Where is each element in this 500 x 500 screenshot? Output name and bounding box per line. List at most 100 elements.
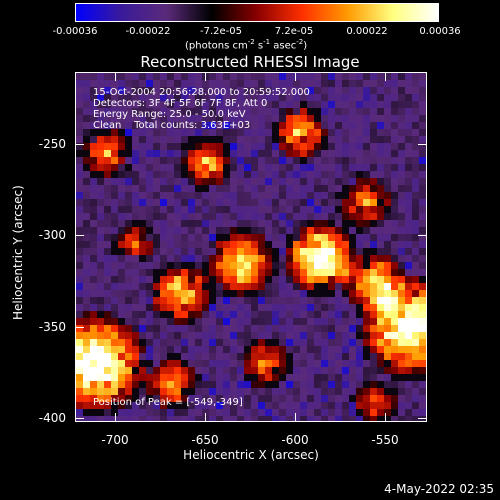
heatmap-cell	[370, 185, 378, 193]
heatmap-cell	[419, 360, 426, 368]
heatmap-cell	[230, 164, 238, 172]
y-tick-mark	[76, 144, 84, 145]
heatmap-cell	[272, 360, 280, 368]
heatmap-cell	[335, 325, 343, 333]
heatmap-cell	[384, 129, 392, 137]
heatmap-cell	[398, 304, 406, 312]
heatmap-cell	[398, 360, 406, 368]
heatmap-cell	[251, 192, 259, 200]
heatmap-cell	[321, 101, 329, 109]
heatmap-cell	[279, 262, 287, 270]
heatmap-cell	[223, 234, 231, 242]
heatmap-cell	[181, 311, 189, 319]
heatmap-cell	[342, 164, 350, 172]
heatmap-cell	[209, 122, 217, 130]
heatmap-cell	[223, 304, 231, 312]
heatmap-cell	[398, 206, 406, 214]
heatmap-cell	[328, 108, 336, 116]
heatmap-cell	[377, 248, 385, 256]
heatmap-cell	[223, 311, 231, 319]
heatmap-cell	[83, 73, 91, 81]
heatmap-cell	[188, 136, 196, 144]
heatmap-cell	[335, 87, 343, 95]
heatmap-cell	[279, 234, 287, 242]
heatmap-cell	[279, 374, 287, 382]
heatmap-cell	[181, 255, 189, 263]
heatmap-cell	[153, 206, 161, 214]
heatmap-cell	[139, 241, 147, 249]
heatmap-cell	[181, 143, 189, 151]
heatmap-cell	[405, 122, 413, 130]
heatmap-cell	[405, 192, 413, 200]
heatmap-cell	[265, 206, 273, 214]
heatmap-cell	[167, 388, 175, 396]
heatmap-cell	[76, 346, 84, 354]
heatmap-cell	[188, 122, 196, 130]
heatmap-cell	[314, 409, 322, 417]
heatmap-cell	[202, 325, 210, 333]
heatmap-cell	[209, 87, 217, 95]
heatmap-cell	[265, 143, 273, 151]
heatmap-cell	[314, 129, 322, 137]
heatmap-cell	[251, 199, 259, 207]
heatmap-cell	[202, 136, 210, 144]
heatmap-cell	[209, 241, 217, 249]
heatmap-cell	[97, 192, 105, 200]
heatmap-cell	[76, 381, 84, 389]
heatmap-cell	[272, 178, 280, 186]
heatmap-cell	[195, 283, 203, 291]
heatmap-cell	[286, 283, 294, 291]
heatmap-cell	[356, 395, 364, 403]
heatmap-cell	[104, 234, 112, 242]
heatmap-cell	[300, 73, 308, 81]
heatmap-cell	[153, 213, 161, 221]
heatmap-cell	[391, 255, 399, 263]
colorbar-tick-label: -0.00036	[52, 26, 98, 37]
heatmap-cell	[90, 73, 98, 81]
heatmap-cell	[377, 255, 385, 263]
heatmap-cell	[279, 241, 287, 249]
heatmap-cell	[321, 122, 329, 130]
heatmap-cell	[321, 276, 329, 284]
heatmap-cell	[139, 234, 147, 242]
heatmap-cell	[174, 206, 182, 214]
heatmap-cell	[321, 115, 329, 123]
heatmap-cell	[216, 185, 224, 193]
heatmap-cell	[307, 360, 315, 368]
heatmap-cell	[307, 332, 315, 340]
heatmap-cell	[237, 353, 245, 361]
heatmap-cell	[391, 206, 399, 214]
heatmap-cell	[223, 108, 231, 116]
heatmap-cell	[419, 402, 426, 410]
heatmap-cell	[412, 213, 420, 221]
heatmap-cell	[328, 318, 336, 326]
heatmap-cell	[272, 311, 280, 319]
heatmap-cell	[111, 192, 119, 200]
heatmap-cell	[132, 101, 140, 109]
heatmap-cell	[160, 213, 168, 221]
heatmap-cell	[244, 241, 252, 249]
heatmap-cell	[307, 388, 315, 396]
heatmap-cell	[398, 409, 406, 417]
heatmap-cell	[104, 381, 112, 389]
heatmap-cell	[209, 157, 217, 165]
heatmap-cell	[181, 402, 189, 410]
heatmap-cell	[216, 129, 224, 137]
heatmap-cell	[153, 115, 161, 123]
heatmap-cell	[209, 269, 217, 277]
heatmap-cell	[349, 353, 357, 361]
heatmap-cell	[195, 381, 203, 389]
heatmap-cell	[244, 332, 252, 340]
heatmap-cell	[356, 199, 364, 207]
heatmap-cell	[244, 339, 252, 347]
heatmap-cell	[174, 108, 182, 116]
heatmap-cell	[279, 325, 287, 333]
heatmap-cell	[405, 388, 413, 396]
heatmap-cell	[216, 248, 224, 256]
heatmap-cell	[132, 276, 140, 284]
heatmap-cell	[125, 115, 133, 123]
x-tick-label: -550	[371, 433, 399, 447]
heatmap-cell	[97, 311, 105, 319]
heatmap-cell	[307, 269, 315, 277]
heatmap-cell	[349, 73, 357, 81]
